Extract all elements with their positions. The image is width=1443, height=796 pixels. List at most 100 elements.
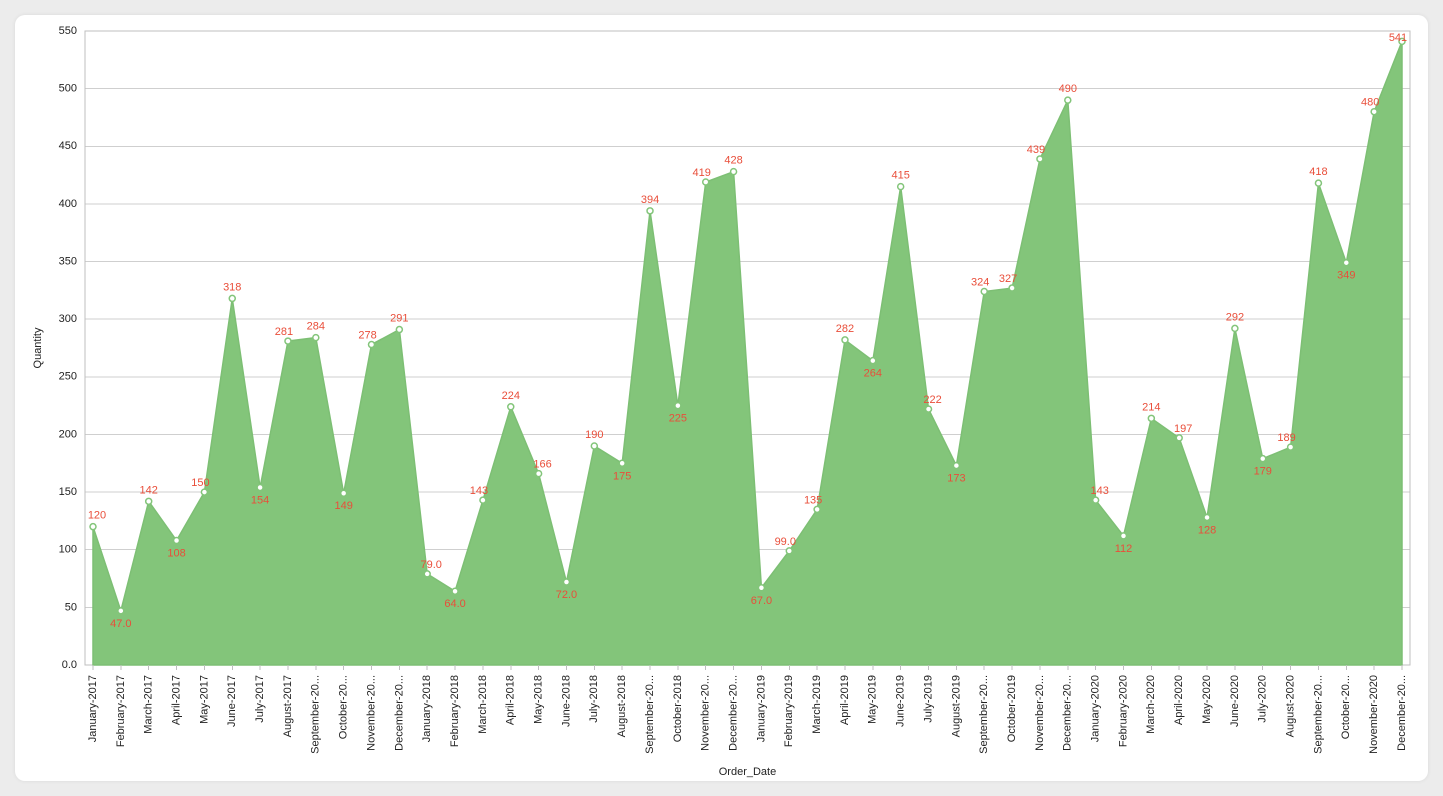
data-marker xyxy=(285,338,291,344)
x-tick-label: July-2017 xyxy=(254,675,266,723)
x-tick-label: September-20... xyxy=(1312,675,1324,754)
x-tick-label: August-2019 xyxy=(950,675,962,737)
x-tick-label: May-2020 xyxy=(1201,675,1213,724)
data-label: 214 xyxy=(1142,401,1160,413)
x-tick-label: March-2020 xyxy=(1145,675,1157,734)
x-tick-label: March-2018 xyxy=(477,675,489,734)
data-label: 394 xyxy=(641,194,659,206)
data-label: 327 xyxy=(999,273,1017,285)
y-tick-label: 150 xyxy=(59,486,77,498)
data-label: 292 xyxy=(1226,311,1244,323)
data-marker xyxy=(146,498,152,504)
x-tick-label: October-20... xyxy=(1340,675,1352,739)
data-label: 99.0 xyxy=(775,536,796,548)
x-tick-label: December-20... xyxy=(1396,675,1408,751)
data-label: 419 xyxy=(693,167,711,179)
data-marker xyxy=(508,404,514,410)
x-tick-label: August-2017 xyxy=(282,675,294,737)
data-label: 179 xyxy=(1254,466,1272,478)
x-tick-label: December-20... xyxy=(393,675,405,751)
x-tick-label: November-20... xyxy=(1034,675,1046,751)
x-tick-label: September-20... xyxy=(310,675,322,754)
x-tick-label: June-2020 xyxy=(1229,675,1241,727)
x-tick-label: September-20... xyxy=(644,675,656,754)
data-label: 480 xyxy=(1361,97,1379,109)
data-marker xyxy=(424,571,430,577)
x-tick-label: April-2020 xyxy=(1173,675,1185,725)
y-tick-label: 0.0 xyxy=(62,659,77,671)
data-marker xyxy=(1371,109,1377,115)
data-marker xyxy=(647,208,653,214)
data-marker xyxy=(1288,444,1294,450)
data-label: 415 xyxy=(892,170,910,182)
data-label: 278 xyxy=(358,330,376,342)
data-marker xyxy=(898,184,904,190)
data-marker xyxy=(591,443,597,449)
data-label: 324 xyxy=(971,277,989,289)
data-label: 197 xyxy=(1174,423,1192,435)
data-label: 541 xyxy=(1389,32,1407,44)
data-label: 173 xyxy=(947,473,965,485)
data-marker xyxy=(842,337,848,343)
data-label: 264 xyxy=(864,368,882,380)
y-tick-label: 200 xyxy=(59,428,77,440)
x-tick-label: April-2018 xyxy=(505,675,517,725)
data-marker xyxy=(1148,415,1154,421)
data-marker xyxy=(90,524,96,530)
data-marker xyxy=(1232,325,1238,331)
x-tick-label: August-2020 xyxy=(1285,675,1297,737)
data-marker xyxy=(1176,435,1182,441)
x-tick-label: April-2017 xyxy=(170,675,182,725)
data-marker xyxy=(396,327,402,333)
data-label: 143 xyxy=(1090,485,1108,497)
data-label: 224 xyxy=(502,390,520,402)
data-marker xyxy=(786,548,792,554)
x-tick-label: May-2017 xyxy=(198,675,210,724)
y-tick-label: 350 xyxy=(59,255,77,267)
data-marker xyxy=(981,289,987,295)
x-tick-label: January-2018 xyxy=(421,675,433,742)
data-marker xyxy=(758,585,764,591)
x-tick-label: June-2017 xyxy=(226,675,238,727)
x-tick-label: January-2019 xyxy=(755,675,767,742)
data-marker xyxy=(814,506,820,512)
x-tick-label: February-2018 xyxy=(449,675,461,747)
x-tick-label: January-2020 xyxy=(1090,675,1102,742)
x-tick-label: July-2020 xyxy=(1257,675,1269,723)
x-tick-label: October-2018 xyxy=(672,675,684,742)
x-ticks: January-2017February-2017March-2017April… xyxy=(87,665,1408,754)
data-label: 112 xyxy=(1115,543,1133,555)
x-tick-label: February-2019 xyxy=(783,675,795,747)
data-label: 150 xyxy=(191,477,209,489)
data-label: 281 xyxy=(275,326,293,338)
data-marker xyxy=(1037,156,1043,162)
data-label: 135 xyxy=(804,494,822,506)
x-tick-label: May-2018 xyxy=(533,675,545,724)
data-marker xyxy=(731,169,737,175)
data-marker xyxy=(926,406,932,412)
data-label: 128 xyxy=(1198,524,1216,536)
data-marker xyxy=(1260,456,1266,462)
data-label: 225 xyxy=(669,413,687,425)
area-series xyxy=(93,41,1402,665)
data-label: 490 xyxy=(1059,83,1077,95)
data-label: 149 xyxy=(334,500,352,512)
x-tick-label: June-2019 xyxy=(895,675,907,727)
data-marker xyxy=(1093,497,1099,503)
x-tick-label: July-2019 xyxy=(922,675,934,723)
data-marker xyxy=(563,579,569,585)
data-label: 282 xyxy=(836,323,854,335)
data-marker xyxy=(174,538,180,544)
y-tick-label: 500 xyxy=(59,83,77,95)
data-marker xyxy=(369,342,375,348)
y-tick-label: 450 xyxy=(59,140,77,152)
data-label: 222 xyxy=(923,394,941,406)
data-marker xyxy=(1315,180,1321,186)
x-tick-label: August-2018 xyxy=(616,675,628,737)
data-marker xyxy=(536,471,542,477)
data-label: 418 xyxy=(1309,166,1327,178)
data-marker xyxy=(229,295,235,301)
data-marker xyxy=(480,497,486,503)
data-marker xyxy=(703,179,709,185)
data-label: 108 xyxy=(167,548,185,560)
